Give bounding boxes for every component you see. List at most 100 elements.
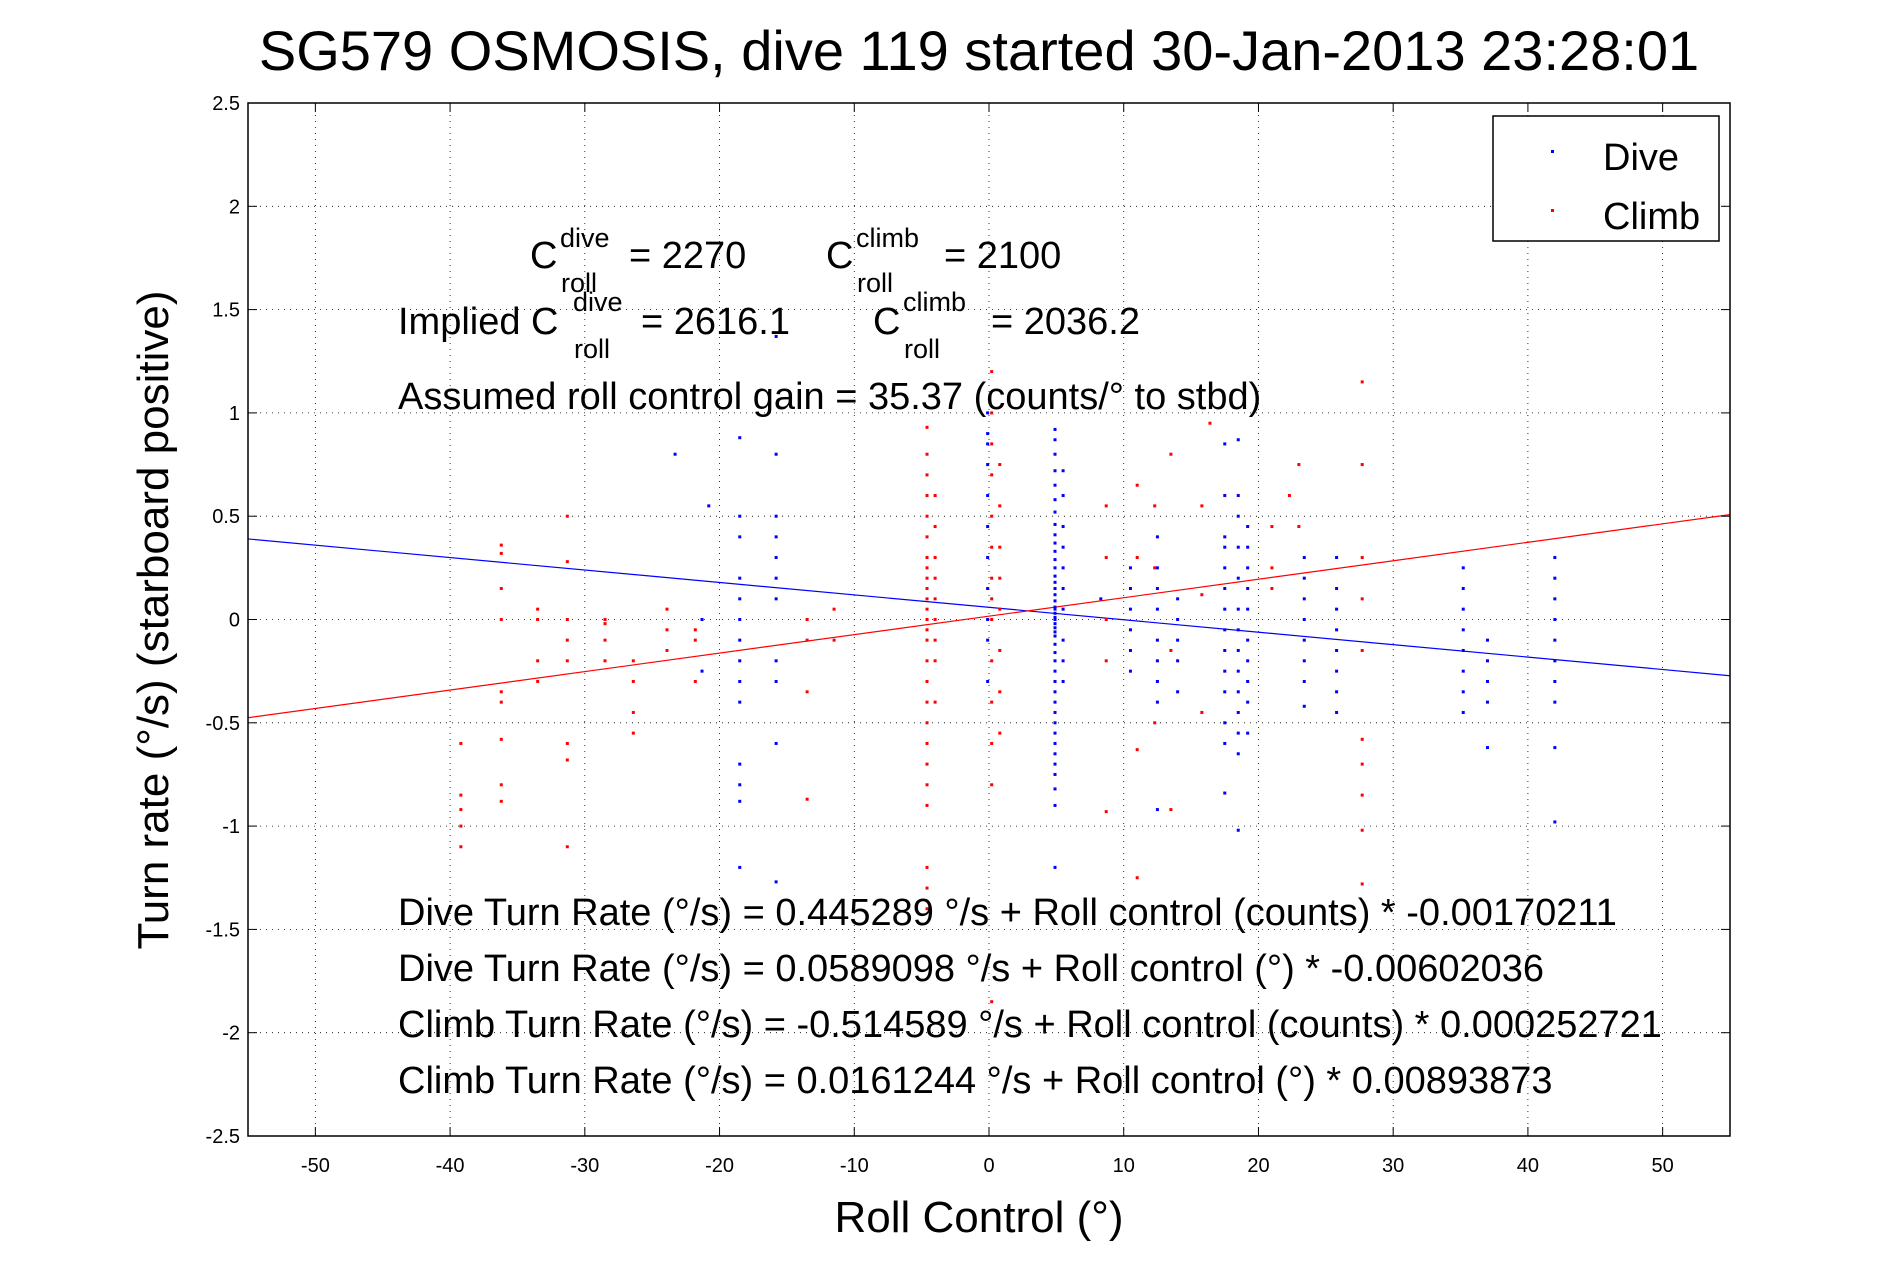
climb-point [499, 587, 503, 591]
fit-line-climb [247, 514, 1731, 719]
dive-point [1053, 772, 1057, 776]
climb-point [1297, 525, 1301, 529]
dive-point [1053, 690, 1057, 694]
climb-point [933, 618, 937, 621]
dive-point [1553, 576, 1557, 580]
dive-point [1236, 690, 1240, 694]
dive-point [1176, 690, 1180, 694]
y-tick-label: 1 [229, 403, 240, 425]
climb-point [1360, 828, 1364, 832]
dive-point [738, 762, 742, 766]
dive-point [1061, 679, 1065, 683]
y-axis-label: Turn rate (°/s) (starboard positive) [129, 290, 178, 949]
climb-point [536, 659, 540, 663]
dive-point [1053, 618, 1057, 621]
legend-dive-label: Dive [1603, 137, 1679, 179]
dive-point [1053, 498, 1057, 502]
dive-point [1236, 545, 1240, 549]
climb-point [805, 618, 809, 621]
climb-point [1270, 525, 1274, 529]
climb-point [1200, 710, 1204, 714]
y-tick-label: -0.5 [206, 713, 240, 735]
dive-point [1061, 587, 1065, 591]
climb-point [499, 618, 503, 621]
dive-point [1061, 469, 1065, 473]
climb-point [832, 638, 836, 642]
fit-line-dive [247, 538, 1731, 677]
dive-point [1236, 710, 1240, 714]
c-roll-dive-letter: C [530, 235, 557, 277]
climb-point [499, 551, 503, 555]
climb-point [1270, 587, 1274, 591]
dive-point [1246, 566, 1250, 570]
dive-point [1302, 556, 1306, 560]
dive-point [1155, 808, 1159, 812]
dive-point [738, 514, 742, 518]
y-tick-label: 2.5 [212, 93, 240, 115]
climb-point [990, 442, 994, 446]
dive-point [1553, 679, 1557, 683]
dive-point [1053, 752, 1057, 756]
dive-point [707, 504, 711, 508]
implied-c-roll-annotation: Implied C dive roll = 2616.1 C climb rol… [398, 287, 1140, 364]
dive-point [1061, 566, 1065, 570]
climb-point [925, 907, 929, 911]
climb-point [499, 799, 503, 803]
y-tick-label: 2 [229, 196, 240, 218]
dive-point [1053, 580, 1057, 584]
legend: Dive Climb [1492, 115, 1720, 242]
dive-point [986, 442, 990, 446]
climb-point [805, 690, 809, 694]
legend-climb-label: Climb [1603, 196, 1700, 238]
dive-point [700, 669, 704, 673]
y-tick-label: 0.5 [212, 506, 240, 528]
climb-point [1200, 593, 1204, 597]
y-tick-label: 1.5 [212, 300, 240, 322]
climb-point [459, 808, 463, 812]
dive-point [1176, 618, 1180, 621]
x-tick-label: 50 [1652, 1155, 1674, 1177]
climb-point [1135, 748, 1139, 752]
climb-point [925, 556, 929, 560]
climb-point [925, 803, 929, 807]
climb-point [933, 494, 937, 498]
climb-point [990, 618, 994, 621]
climb-point [832, 607, 836, 611]
dive-point [1128, 587, 1132, 591]
dive-point [1053, 803, 1057, 807]
dive-point [1223, 587, 1227, 591]
dive-point [1176, 638, 1180, 642]
climb-point [925, 628, 929, 632]
climb-point [998, 463, 1002, 467]
climb-point [603, 622, 607, 626]
dive-point [986, 556, 990, 560]
climb-point [1169, 648, 1173, 652]
climb-point [925, 638, 929, 642]
climb-point [499, 737, 503, 741]
climb-point [933, 597, 937, 601]
dive-point [1053, 669, 1057, 673]
dive-point [738, 659, 742, 663]
dive-point [986, 432, 990, 436]
dive-point [1236, 828, 1240, 832]
chart-title: SG579 OSMOSIS, dive 119 started 30-Jan-2… [259, 19, 1699, 82]
dive-point [1236, 628, 1240, 632]
climb-point [925, 659, 929, 663]
dive-point [986, 618, 990, 621]
dive-point [1223, 721, 1227, 725]
dive-point [1061, 659, 1065, 663]
dive-point [1053, 574, 1057, 578]
dive-point [1246, 679, 1250, 683]
climb-point [665, 628, 669, 632]
climb-point [1104, 504, 1108, 508]
dive-point [738, 597, 742, 601]
x-tick-label: 10 [1113, 1155, 1135, 1177]
dive-point [1236, 494, 1240, 498]
dive-point [1053, 651, 1057, 655]
dive-point [1236, 607, 1240, 611]
dive-point [1155, 535, 1159, 539]
dive-point [1246, 525, 1250, 529]
climb-point [631, 679, 635, 683]
dive-point [1053, 762, 1057, 766]
dive-point [1335, 628, 1339, 632]
